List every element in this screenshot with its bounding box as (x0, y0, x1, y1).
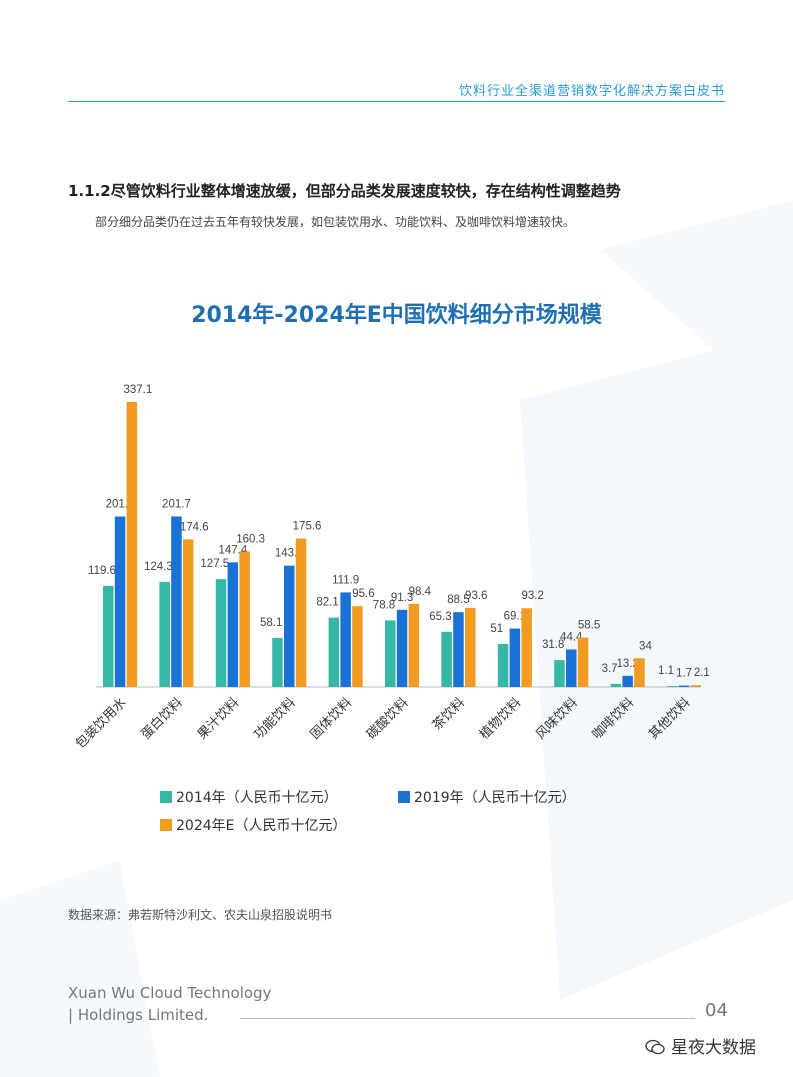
bar-2024e-7 (521, 608, 532, 687)
brand-badge: 星夜大数据 (645, 1033, 756, 1058)
bar-2014-10 (667, 686, 678, 687)
legend-item-2019: 2019年（人民币十亿元） (398, 787, 576, 807)
bar-2019-7 (509, 628, 521, 687)
bar-2024e-1 (183, 539, 194, 687)
bar-2024e-3 (295, 538, 307, 687)
data-label-2014-4: 82.1 (316, 597, 338, 609)
bar-chart: 119.6201.7337.1包装饮用水124.3201.7174.6蛋白饮料1… (73, 384, 710, 752)
data-label-2024e-5: 98.4 (409, 586, 432, 598)
legend-item-2014: 2014年（人民币十亿元） (160, 787, 338, 807)
data-label-2019-9: 13.2 (616, 658, 638, 670)
data-label-2019-8: 44.4 (560, 631, 583, 643)
data-source-note: 数据来源：弗若斯特沙利文、农夫山泉招股说明书 (68, 908, 333, 922)
data-label-2014-0: 119.6 (88, 565, 116, 577)
legend-item-2024e: 2024年E（人民币十亿元） (160, 815, 346, 835)
bar-2014-6 (441, 631, 452, 687)
bar-2014-3 (272, 637, 283, 687)
footer-divider (240, 1018, 695, 1019)
data-label-2019-10: 1.7 (676, 668, 692, 680)
data-label-2024e-8: 58.5 (578, 620, 600, 632)
data-label-2014-3: 58.1 (260, 617, 282, 629)
data-label-2014-10: 1.1 (658, 665, 674, 677)
data-label-2024e-2: 160.3 (236, 533, 265, 545)
bar-2019-10 (678, 685, 690, 687)
bar-2014-7 (497, 643, 509, 687)
bar-2014-0 (103, 585, 114, 687)
data-label-2024e-3: 175.6 (293, 521, 322, 533)
footer-company-name: Xuan Wu Cloud Technology | Holdings Limi… (68, 982, 271, 1026)
footer-company-line1: Xuan Wu Cloud Technology (68, 984, 272, 1002)
data-label-2014-1: 124.3 (144, 561, 173, 573)
data-label-2024e-7: 93.2 (521, 590, 543, 602)
bar-2019-0 (114, 516, 126, 687)
legend-swatch-2014 (160, 791, 172, 803)
data-label-2019-5: 91.3 (391, 592, 413, 604)
bar-2019-8 (566, 649, 577, 687)
category-label-2: 果汁饮料 (195, 695, 242, 742)
data-label-2019-7: 69.1 (504, 611, 526, 623)
category-label-6: 茶饮料 (429, 695, 468, 734)
data-label-2014-2: 127.5 (200, 558, 229, 570)
bar-2024e-8 (577, 637, 589, 687)
data-label-2019-4: 111.9 (332, 574, 359, 586)
bar-2014-2 (215, 579, 227, 687)
legend-label-2024e: 2024年E（人民币十亿元） (176, 818, 347, 834)
bar-2024e-2 (239, 551, 250, 687)
bar-2019-4 (340, 592, 351, 687)
footer-company-line2: | Holdings Limited. (68, 1006, 209, 1024)
bar-2024e-10 (690, 685, 702, 687)
category-label-8: 风味饮料 (533, 695, 580, 742)
bar-2024e-4 (352, 606, 363, 687)
category-label-10: 其他饮料 (646, 695, 693, 742)
category-label-9: 咖啡饮料 (590, 695, 637, 742)
legend-label-2019: 2019年（人民币十亿元） (414, 790, 576, 806)
data-label-2024e-9: 34 (639, 640, 652, 652)
data-label-2014-9: 3.7 (602, 663, 618, 675)
section-heading: 1.1.2尽管饮料行业整体增速放缓，但部分品类发展速度较快，存在结构性调整趋势 (68, 182, 621, 200)
header-divider (68, 101, 725, 102)
bar-2014-9 (610, 683, 622, 687)
bar-2019-3 (284, 565, 295, 687)
data-label-2024e-6: 93.6 (465, 590, 487, 602)
bar-2014-4 (328, 617, 340, 687)
legend-swatch-2019 (398, 791, 410, 803)
data-label-2024e-4: 95.6 (352, 588, 374, 600)
bar-2019-6 (453, 612, 464, 687)
category-label-4: 固体饮料 (308, 695, 355, 742)
bar-2019-2 (227, 562, 239, 687)
category-label-3: 功能饮料 (251, 695, 298, 742)
category-label-1: 蛋白饮料 (138, 695, 186, 743)
document-header-title: 饮料行业全渠道营销数字化解决方案白皮书 (458, 84, 725, 99)
legend-swatch-2024e (160, 819, 172, 831)
bar-2024e-5 (408, 603, 420, 687)
data-label-2024e-0: 337.1 (123, 384, 152, 396)
data-label-2014-6: 65.3 (429, 611, 451, 623)
bar-2014-5 (385, 620, 396, 687)
data-label-2024e-1: 174.6 (180, 521, 209, 533)
data-label-2014-8: 31.8 (542, 639, 564, 651)
legend-label-2014: 2014年（人民币十亿元） (176, 790, 338, 806)
data-label-2024e-10: 2.1 (694, 667, 710, 679)
bar-2019-9 (622, 675, 633, 687)
category-label-0: 包装饮用水 (73, 695, 130, 752)
category-label-5: 碳酸饮料 (364, 695, 411, 742)
brand-name: 星夜大数据 (671, 1038, 756, 1058)
wechat-icon (645, 1039, 665, 1055)
bar-2019-5 (396, 609, 408, 687)
page-number: 04 (705, 1000, 728, 1021)
bar-2014-1 (159, 581, 170, 687)
bar-2014-8 (554, 660, 565, 687)
category-label-7: 植物饮料 (477, 695, 524, 742)
chart-title: 2014年-2024年E中国饮料细分市场规模 (191, 303, 602, 328)
data-label-2019-6: 88.5 (447, 594, 469, 606)
bar-2024e-6 (465, 607, 476, 687)
data-label-2014-7: 51 (490, 623, 503, 635)
data-label-2014-5: 78.8 (373, 599, 395, 611)
bar-2024e-9 (634, 658, 645, 687)
bar-2024e-0 (126, 402, 138, 687)
data-label-2019-1: 201.7 (162, 498, 191, 510)
bar-2019-1 (171, 516, 182, 687)
section-subtitle: 部分细分品类仍在过去五年有较快发展，如包装饮用水、功能饮料、及咖啡饮料增速较快。 (95, 215, 576, 229)
